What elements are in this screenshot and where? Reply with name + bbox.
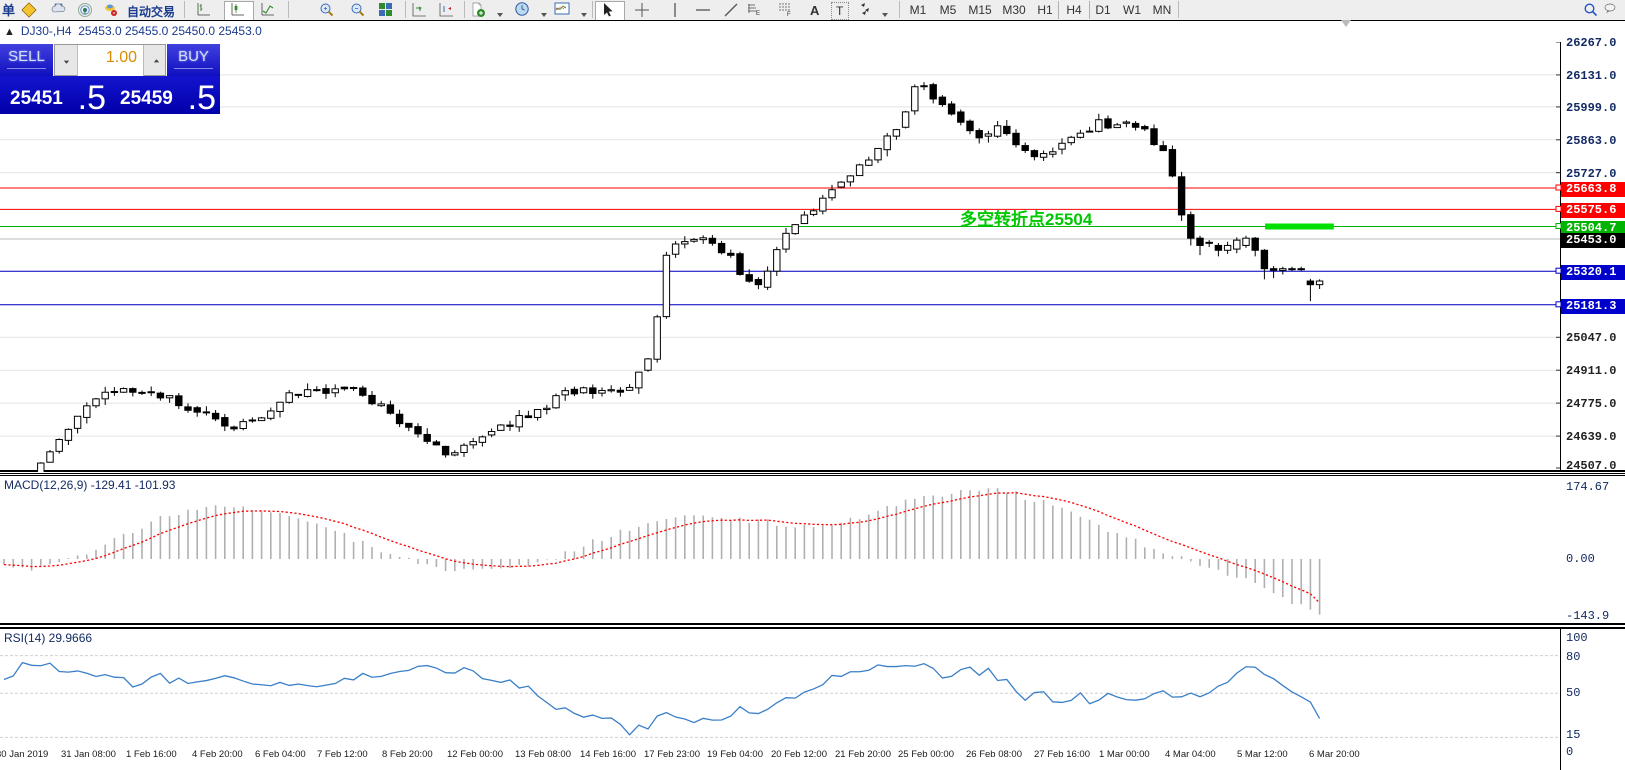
svg-text:多空转折点25504: 多空转折点25504 <box>960 209 1093 229</box>
svg-text:单: 单 <box>2 3 15 18</box>
svg-text:F: F <box>787 12 791 18</box>
svg-text:T: T <box>836 4 844 18</box>
svg-text:A: A <box>810 3 820 18</box>
svg-text:E: E <box>756 11 760 17</box>
